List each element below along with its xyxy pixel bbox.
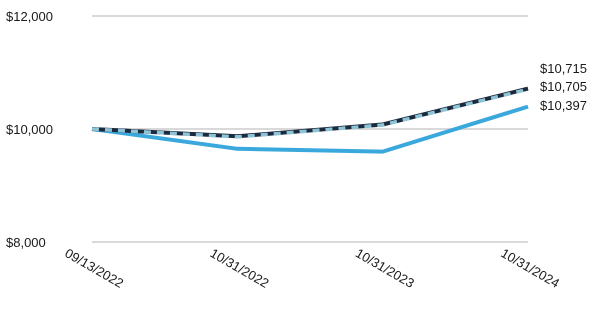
x-axis-tick-labels: 09/13/2022 10/31/2022 10/31/2023 10/31/2024 [62, 245, 562, 291]
x-tick-label: 09/13/2022 [62, 245, 126, 291]
x-tick-label: 10/31/2024 [498, 245, 562, 291]
end-value-label: $10,715 [540, 61, 587, 76]
series-line-1 [91, 87, 529, 139]
series-lines [91, 86, 529, 154]
y-tick-label: $12,000 [6, 9, 53, 24]
series-line-2 [91, 104, 529, 154]
y-axis-tick-labels: $8,000 $10,000 $12,000 [6, 9, 53, 250]
end-value-label: $10,397 [540, 98, 587, 113]
end-value-label: $10,705 [540, 79, 587, 94]
end-value-labels: $10,715 $10,705 $10,397 [540, 61, 587, 113]
y-tick-label: $10,000 [6, 122, 53, 137]
x-tick-label: 10/31/2022 [208, 245, 272, 291]
x-tick-label: 10/31/2023 [353, 245, 417, 291]
y-tick-label: $8,000 [6, 235, 46, 250]
